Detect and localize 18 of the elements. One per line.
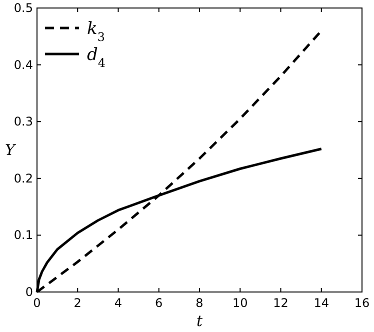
- x-tick-label: 2: [74, 296, 82, 310]
- y-tick-label: 0.4: [14, 58, 33, 72]
- x-tick-label: 4: [114, 296, 122, 310]
- y-tick-label: 0.1: [14, 228, 33, 242]
- x-tick-label: 12: [273, 296, 288, 310]
- x-axis-title: t: [196, 312, 204, 330]
- x-tick-label: 6: [155, 296, 163, 310]
- y-axis-title: Y: [5, 141, 18, 159]
- y-tick-label: 0.2: [14, 171, 33, 186]
- y-tick-label: 0: [25, 285, 33, 299]
- legend-label: k$_{3}$: [87, 19, 105, 44]
- x-tick-label: 8: [196, 296, 204, 310]
- legend-label: d$_{4}$: [87, 45, 106, 70]
- x-tick-label: 10: [232, 296, 248, 310]
- y-tick-label: 0.5: [14, 1, 33, 15]
- x-tick-label: 16: [354, 296, 370, 310]
- x-tick-label: 14: [314, 296, 330, 310]
- y-tick-label: 0.3: [14, 114, 33, 129]
